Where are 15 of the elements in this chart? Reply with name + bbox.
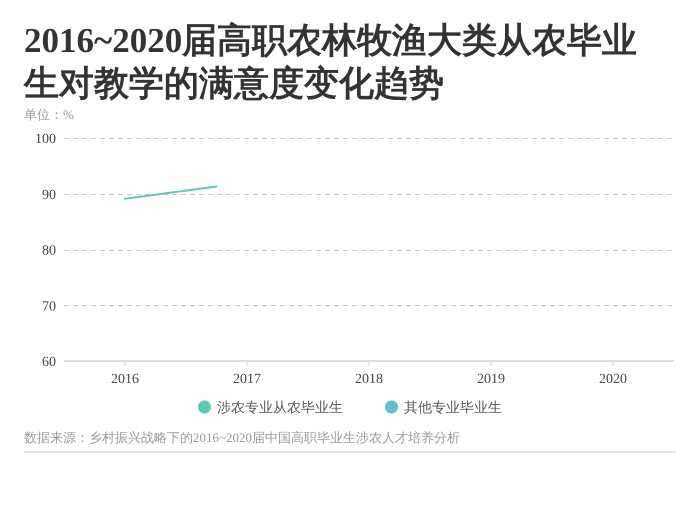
x-tick-label: 2016 (111, 372, 139, 387)
x-tick-label: 2018 (355, 372, 383, 387)
source-note: 数据来源：乡村振兴战略下的2016~2020届中国高职毕业生涉农人才培养分析 (24, 430, 460, 445)
legend-label: 其他专业毕业生 (404, 400, 502, 416)
x-tick-label: 2020 (599, 372, 627, 387)
y-axis-title: 单位：% (24, 107, 74, 122)
chart-title: 2016~2020届高职农林牧渔大类从农毕业生对教学的满意度变化趋势 (23, 21, 638, 103)
y-tick-label: 60 (42, 355, 56, 370)
legend-label: 涉农专业从农毕业生 (217, 400, 343, 416)
y-tick-label: 90 (42, 188, 56, 203)
y-tick-label: 80 (42, 244, 56, 258)
x-tick-label: 2019 (477, 372, 505, 387)
x-tick-label: 2017 (233, 372, 261, 387)
y-tick-label: 100 (35, 132, 56, 147)
y-tick-label: 70 (42, 299, 56, 314)
